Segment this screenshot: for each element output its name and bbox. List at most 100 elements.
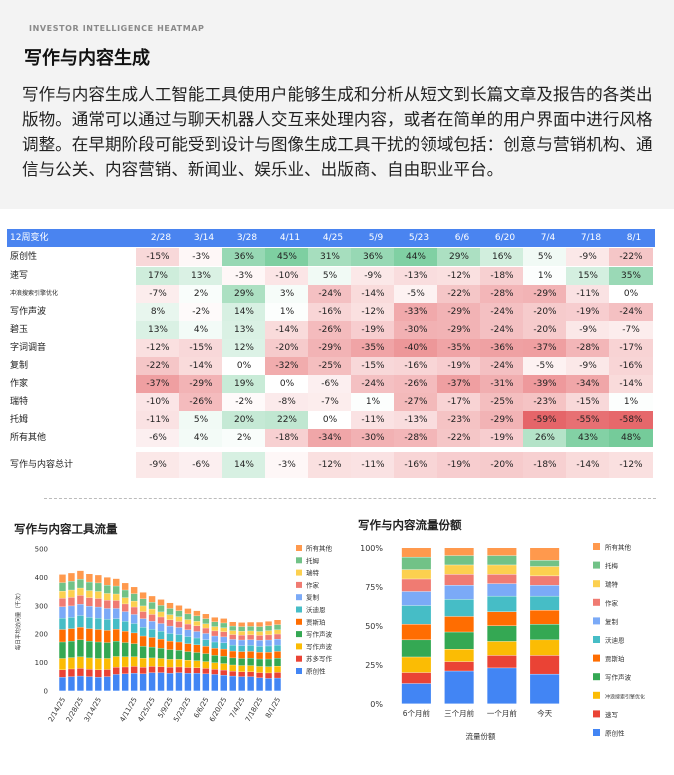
traffic-bar-segment <box>166 626 174 634</box>
traffic-bar-segment <box>175 610 183 617</box>
heatmap-cell: 0% <box>308 411 352 429</box>
traffic-bar-segment <box>86 606 93 618</box>
traffic-bar-segment <box>184 614 192 620</box>
heatmap-row-label: 写作与内容总计 <box>10 460 74 470</box>
heatmap-cell: 36% <box>351 248 395 266</box>
traffic-bar-segment <box>166 614 174 620</box>
traffic-bar-segment <box>59 677 66 691</box>
y-tick-label: 50% <box>365 622 383 631</box>
traffic-bar-segment <box>104 630 111 643</box>
heatmap-cell: -12% <box>609 452 653 478</box>
traffic-bar-segment <box>148 609 156 615</box>
heatmap-cell: -30% <box>394 321 438 339</box>
traffic-bar-segment <box>130 633 138 644</box>
heatmap-cell: -28% <box>566 339 610 357</box>
heatmap-cell: 14% <box>222 303 266 321</box>
traffic-bar-segment <box>175 650 183 660</box>
traffic-bar-segment <box>59 582 66 592</box>
traffic-bar-segment <box>148 658 156 667</box>
share-bar-segment <box>401 657 431 673</box>
heatmap-cell: -37% <box>523 339 567 357</box>
heatmap-row: 作家 -37% -29% 19% 0% -6% -24% -26% -37% -31% -39% -3… <box>7 375 655 393</box>
traffic-bar-segment <box>68 581 75 590</box>
x-axis-label: 流量份额 <box>466 731 496 741</box>
legend-label: 冲浪搜索引擎优化 <box>605 693 645 700</box>
traffic-bar-segment <box>139 667 147 674</box>
share-bar-segment <box>401 569 431 579</box>
share-bar-segment <box>444 555 474 565</box>
heatmap-cell: 29% <box>222 285 266 303</box>
traffic-bar-segment <box>211 617 219 622</box>
legend-swatch <box>296 594 302 601</box>
heatmap-cell: -22% <box>437 285 481 303</box>
traffic-bar-segment <box>256 666 263 673</box>
y-tick-label: 300 <box>35 602 48 610</box>
heatmap-cell: -55% <box>566 411 610 429</box>
traffic-bar-segment <box>113 586 120 594</box>
heatmap-row: 冲浪搜索引擎优化 -7% 2% 29% 3% -24% -14% -5% -22% -28% -29… <box>7 285 655 303</box>
traffic-bar-segment <box>274 634 281 640</box>
share-bar-segment <box>487 574 517 584</box>
traffic-bar-segment <box>121 604 129 612</box>
share-bar-segment <box>530 548 560 561</box>
share-bar-segment <box>487 548 517 556</box>
traffic-bar-segment <box>130 623 138 633</box>
legend-label: 瑞特 <box>306 568 320 577</box>
traffic-bar-segment <box>68 669 75 677</box>
traffic-bar-segment <box>247 645 254 652</box>
heatmap-column-header: 7/4 <box>540 233 556 243</box>
traffic-bar-segment <box>148 672 156 691</box>
traffic-bar-segment <box>157 639 165 649</box>
traffic-bar-segment <box>274 666 281 673</box>
traffic-bar-segment <box>274 639 281 645</box>
traffic-bar-segment <box>68 606 75 618</box>
legend-swatch <box>296 545 302 551</box>
traffic-bar-segment <box>238 651 245 659</box>
traffic-bar-segment <box>95 658 102 670</box>
heatmap-cell: -17% <box>609 339 653 357</box>
traffic-bar-segment <box>130 666 138 674</box>
traffic-bar-segment <box>202 646 210 654</box>
legend-swatch <box>593 729 600 736</box>
x-tick-label: 8/1/25 <box>264 696 282 720</box>
traffic-bar-segment <box>113 656 120 668</box>
traffic-bar-segment <box>229 665 236 672</box>
y-tick-label: 200 <box>35 631 48 639</box>
traffic-bar-segment <box>95 642 102 659</box>
heatmap-cell: -16% <box>394 452 438 478</box>
share-bar-segment <box>401 548 431 557</box>
traffic-bar-segment <box>121 642 129 657</box>
share-bar-segment <box>444 565 474 575</box>
traffic-bar-segment <box>229 645 236 651</box>
traffic-bar-segment <box>113 594 120 601</box>
page-title: 写作与内容生成 <box>24 48 150 69</box>
heatmap-cell: -16% <box>308 303 352 321</box>
share-bar-segment <box>401 624 431 640</box>
traffic-bar-segment <box>77 639 84 657</box>
heatmap-cell: 4% <box>179 321 223 339</box>
traffic-bar-segment <box>247 635 254 640</box>
traffic-bar-segment <box>139 658 147 668</box>
traffic-bar-segment <box>238 640 245 646</box>
traffic-bar-segment <box>95 575 102 583</box>
traffic-bar-segment <box>121 597 129 604</box>
traffic-bar-segment <box>139 606 147 612</box>
traffic-bar-segment <box>211 674 219 691</box>
traffic-bar-segment <box>104 593 111 601</box>
traffic-bar-segment <box>202 628 210 634</box>
traffic-bar-segment <box>77 656 84 669</box>
traffic-bar-segment <box>130 643 138 657</box>
traffic-bar-segment <box>166 633 174 641</box>
traffic-bar-segment <box>256 646 263 653</box>
heatmap-cell: -19% <box>480 429 524 447</box>
legend-label: 托梅 <box>605 561 619 570</box>
heatmap-cell: 1% <box>523 267 567 285</box>
traffic-bar-segment <box>95 607 102 618</box>
heatmap-cell: -17% <box>437 393 481 411</box>
heatmap-cell: -11% <box>351 411 395 429</box>
heatmap-row: 瑞特 -10% -26% -2% -8% -7% 1% -27% -17% -25% -23% -15… <box>7 393 655 411</box>
heatmap-cell: -3% <box>222 267 266 285</box>
legend-label: 原创性 <box>306 667 326 676</box>
legend-label: 复制 <box>306 593 320 602</box>
traffic-bar-segment <box>175 605 183 611</box>
